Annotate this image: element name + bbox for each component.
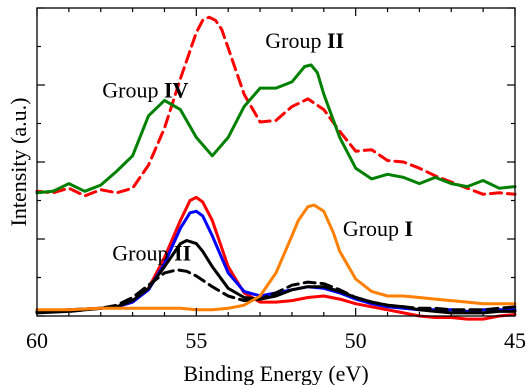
tick-marks xyxy=(36,7,516,317)
series-line-7 xyxy=(35,203,517,312)
y-axis-label: Intensity (a.u.) xyxy=(6,98,31,227)
x-tick-label: 60 xyxy=(26,328,48,353)
annotations-group: Group IV Group II Group I Group II xyxy=(102,28,413,266)
series-line-1 xyxy=(35,15,517,198)
x-axis-label: Binding Energy (eV) xyxy=(183,361,368,385)
chart-series-group xyxy=(35,15,517,321)
x-tick-label: 45 xyxy=(504,328,526,353)
group-annotation: Group IV xyxy=(102,77,188,102)
group-annotation: Group I xyxy=(343,216,413,241)
x-tick-label: 50 xyxy=(345,328,367,353)
group-annotation: Group II xyxy=(265,28,344,53)
x-tick-labels: 60 55 50 45 xyxy=(26,328,526,353)
series-line-5 xyxy=(35,239,517,315)
series-line-2 xyxy=(35,63,517,195)
group-annotation: Group II xyxy=(112,241,191,266)
series-line-6 xyxy=(35,268,517,313)
x-tick-label: 55 xyxy=(185,328,207,353)
